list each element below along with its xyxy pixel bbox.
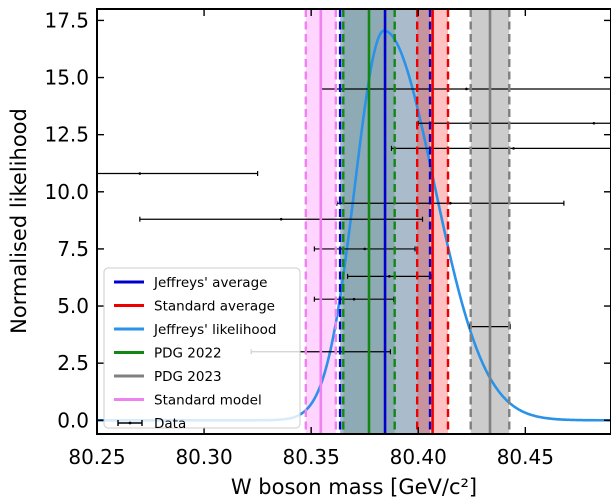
data-marker: [465, 87, 468, 91]
data-marker: [138, 172, 142, 175]
data-marker: [352, 297, 356, 301]
data-marker: [388, 275, 391, 278]
data-point-7: [313, 246, 416, 252]
legend-item-standard-average: Standard average: [114, 299, 275, 315]
legend-label: Jeffreys' likelihood: [153, 322, 276, 338]
legend-item-standard-model: Standard model: [114, 393, 262, 409]
y-tick-label: 10.0: [44, 180, 89, 204]
y-tick-label: 0.0: [57, 408, 89, 432]
legend-label: Data: [154, 416, 186, 432]
y-axis-label: Normalised likelihood: [7, 108, 31, 334]
data-marker: [592, 121, 596, 125]
legend-item-data: Data: [117, 416, 186, 432]
y-tick-label: 7.5: [57, 237, 89, 261]
data-marker: [279, 217, 283, 221]
y-tick-label: 15.0: [44, 66, 89, 90]
x-tick-label: 80.40: [390, 445, 447, 469]
y-tick-label: 12.5: [44, 123, 89, 147]
legend-label: Jeffreys' average: [153, 275, 267, 291]
legend-item-pdg-2022: PDG 2022: [114, 346, 222, 362]
x-axis-label: W boson mass [GeV/c²]: [231, 475, 477, 499]
legend-marker: [128, 421, 132, 425]
vline-layer: [304, 9, 511, 434]
legend-item-jeffreys-average: Jeffreys' average: [114, 275, 267, 291]
legend-label: PDG 2022: [154, 346, 222, 362]
legend-box: [103, 267, 301, 429]
legend-label: Standard model: [154, 393, 262, 409]
data-marker: [512, 147, 515, 150]
data-marker: [449, 201, 452, 205]
axes-layer: 80.25 80.30 80.35 80.40 80.45 0.0 2.5 5.0 7.5 10.…: [44, 8, 611, 469]
x-tick-label: 80.35: [283, 445, 340, 469]
plot-frame: [96, 8, 611, 435]
data-point-4: [97, 171, 259, 177]
legend-item-pdg-2023: PDG 2023: [114, 369, 222, 385]
x-tick-label: 80.30: [175, 445, 232, 469]
x-tick-label: 80.45: [497, 445, 554, 469]
data-marker: [363, 247, 367, 251]
x-tick-label: 80.25: [68, 445, 125, 469]
legend-label: Standard average: [154, 299, 275, 315]
y-tick-label: 2.5: [57, 351, 89, 375]
data-point-6: [139, 216, 424, 222]
legend-item-jeffreys-likelihood: Jeffreys' likelihood: [114, 322, 276, 338]
y-tick-label: 5.0: [57, 294, 89, 318]
legend: Jeffreys' average Standard average Jeffrey…: [103, 267, 301, 432]
y-tick-label: 17.5: [44, 8, 89, 32]
legend-label: PDG 2023: [154, 369, 222, 385]
